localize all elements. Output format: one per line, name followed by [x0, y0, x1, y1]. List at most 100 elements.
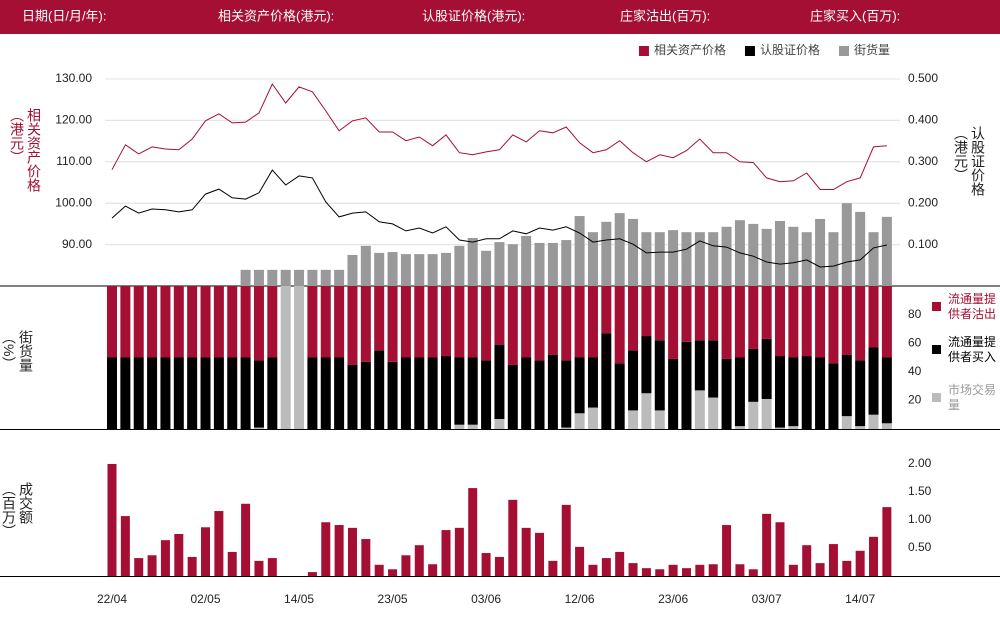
y-tick-label: 20: [908, 393, 922, 407]
stack-segment: [374, 286, 385, 351]
stack-segment: [601, 333, 612, 429]
street-bar: [481, 250, 492, 286]
turnover-bar: [775, 522, 785, 576]
street-bar: [561, 240, 572, 286]
legend-swatch: [932, 393, 941, 402]
y-tick-label: 1.00: [908, 512, 932, 526]
x-tick-label: 02/05: [191, 592, 221, 606]
stack-segment: [107, 286, 117, 358]
street-bar: [775, 221, 785, 286]
street-bar: [521, 235, 532, 286]
street-bar: [654, 232, 665, 286]
stack-segment: [253, 427, 264, 429]
turnover-bar: [201, 527, 211, 576]
stack-segment: [694, 286, 705, 341]
turnover-bar: [828, 544, 838, 576]
turnover-bar: [254, 560, 264, 576]
stack-segment: [734, 357, 745, 427]
stack-segment: [467, 286, 478, 358]
turnover-bar: [628, 563, 638, 576]
stack-segment: [267, 357, 278, 429]
stack-segment: [240, 357, 251, 429]
stack-segment: [587, 286, 598, 358]
stack-segment: [160, 357, 171, 429]
stack-segment: [748, 286, 759, 349]
turnover-bar: [414, 545, 424, 576]
y-tick-label: 60: [908, 335, 922, 349]
turnover-bar: [227, 551, 237, 576]
legend-swatch: [932, 302, 941, 311]
turnover-bar: [494, 556, 504, 576]
stack-segment: [694, 390, 705, 429]
stack-segment: [574, 357, 585, 414]
street-bar: [628, 218, 639, 286]
stack-segment: [200, 286, 211, 358]
y-tick-label: 80: [908, 307, 922, 321]
stack-segment: [133, 357, 144, 429]
stack-segment: [601, 286, 612, 334]
street-bar: [721, 226, 732, 286]
stack-segment: [574, 413, 585, 429]
stack-segment: [147, 357, 158, 429]
stack-segment: [587, 407, 598, 429]
turnover-bar: [120, 516, 130, 576]
street-bar: [668, 230, 679, 286]
price-line: [111, 169, 888, 268]
stack-segment: [467, 424, 478, 429]
turnover-bar: [321, 522, 331, 576]
legend-swatch: [638, 46, 649, 56]
stack-segment: [213, 357, 224, 429]
stack-segment: [775, 286, 785, 357]
stack-segment: [227, 357, 238, 429]
stack-segment: [173, 357, 184, 429]
stack-segment: [868, 286, 879, 348]
stack-segment: [721, 286, 732, 359]
y-tick-label: 40: [908, 364, 922, 378]
x-tick-label: 03/06: [471, 592, 501, 606]
stack-segment: [253, 286, 264, 361]
street-bar: [441, 252, 451, 286]
turnover-bar: [815, 563, 825, 576]
street-bar: [788, 226, 799, 286]
turnover-bar: [481, 553, 491, 576]
street-bar: [681, 232, 692, 286]
stack-segment: [828, 363, 839, 429]
y-tick-label: 120.00: [55, 113, 92, 127]
stack-segment: [481, 360, 492, 429]
turnover-bar: [561, 504, 571, 576]
street-bar: [294, 269, 305, 286]
stack-segment: [347, 286, 358, 365]
stack-segment: [841, 416, 852, 429]
turnover-bar: [441, 530, 451, 576]
street-bar: [427, 254, 438, 286]
stack-segment: [761, 286, 772, 339]
stack-segment: [494, 418, 505, 429]
turnover-bar: [187, 556, 197, 576]
stack-segment: [427, 357, 438, 429]
stack-segment: [360, 286, 371, 362]
stack-segment: [360, 361, 371, 429]
street-bar: [841, 203, 852, 286]
stack-segment: [801, 286, 812, 357]
street-bar: [334, 269, 345, 286]
street-bar: [454, 245, 465, 286]
header-label: 相关资产价格(港元):: [218, 8, 334, 23]
turnover-bar: [882, 507, 892, 576]
stack-segment: [414, 357, 425, 429]
stack-segment: [668, 358, 679, 429]
street-bar: [253, 269, 264, 286]
stack-segment: [133, 286, 144, 358]
stack-segment: [187, 286, 198, 358]
stack-segment: [107, 357, 117, 429]
stack-segment: [414, 286, 425, 358]
stack-segment: [628, 410, 639, 429]
stack-segment: [320, 357, 331, 429]
street-bar: [494, 242, 505, 286]
stack-segment: [788, 357, 799, 427]
street-bar: [280, 269, 291, 286]
turnover-bar: [735, 564, 745, 576]
stack-segment: [734, 426, 745, 429]
stack-segment: [334, 357, 345, 429]
stack-segment: [734, 286, 745, 358]
